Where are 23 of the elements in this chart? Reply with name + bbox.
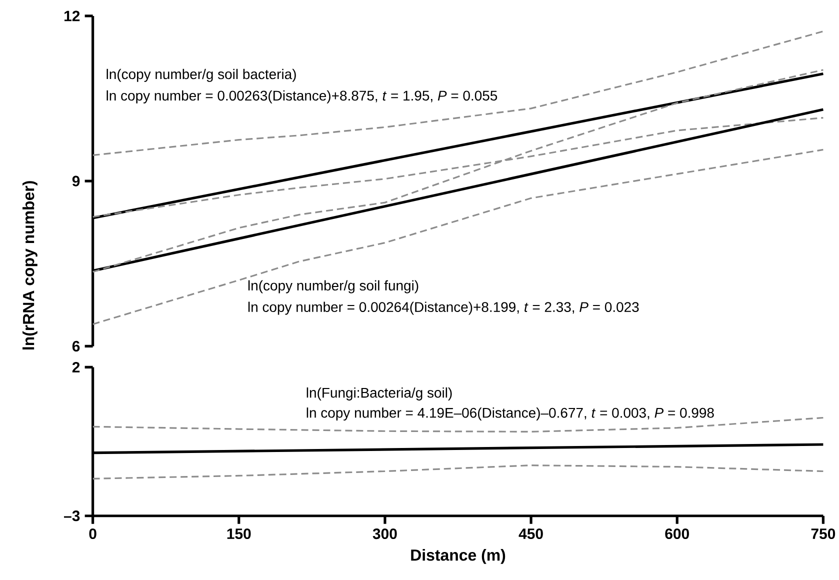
annotation: ln copy number = 4.19E–06(Distance)–0.677, t = 0.003, P = 0.998: [306, 408, 714, 421]
annotation: ln(Fungi:Bacteria/g soil): [306, 388, 452, 401]
annotation: ln copy number = 0.00264(Distance)+8.199, t = 2.33, P = 0.023: [248, 302, 639, 315]
line-series: [92, 464, 824, 480]
annotation: ln copy number = 0.00263(Distance)+8.875, t = 1.95, P = 0.055: [106, 90, 498, 104]
x-tick-label: 150: [227, 528, 251, 540]
y-tick-label: 9: [72, 176, 80, 187]
x-tick-label: 300: [372, 528, 397, 540]
y-tick-label: 12: [64, 10, 80, 22]
x-tick-label: 600: [665, 528, 689, 540]
line-series: [92, 69, 824, 273]
y-tick-label: 6: [72, 341, 80, 352]
y-tick-label: 2: [72, 362, 80, 373]
x-tick-label: 750: [811, 528, 836, 540]
annotation: ln(copy number/g soil fungi): [248, 280, 418, 294]
line-series: [92, 30, 824, 156]
x-axis-title: Distance (m): [411, 549, 506, 564]
line-series: [92, 149, 824, 326]
annotation: ln(copy number/g soil bacteria): [106, 69, 296, 82]
y-tick-label: –3: [64, 510, 80, 522]
x-tick-label: 450: [518, 528, 543, 540]
x-tick-label: 0: [89, 528, 96, 540]
y-axis-title: ln(rRNA copy number): [22, 181, 38, 350]
